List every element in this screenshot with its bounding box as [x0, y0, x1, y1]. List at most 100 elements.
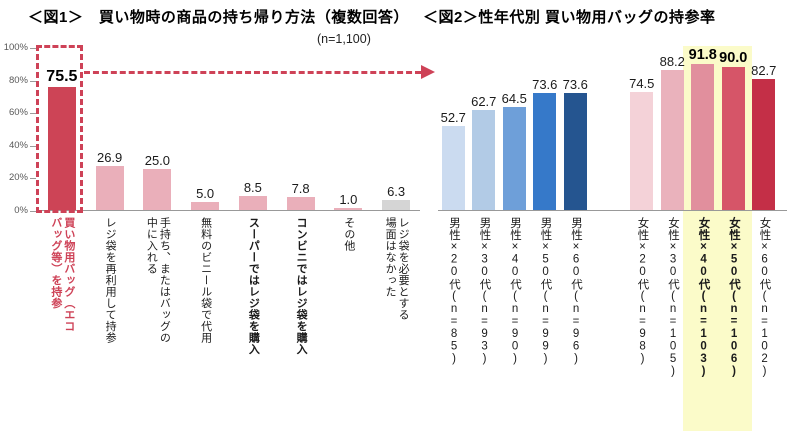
- category-label: 男性×40代(n=90): [509, 217, 522, 366]
- bar: [691, 64, 715, 210]
- category-label: レジ袋を必要とする 場面はなかった: [384, 217, 410, 321]
- bar: [563, 93, 587, 210]
- value-label: 90.0: [719, 49, 748, 66]
- bar-column: 8.5: [229, 180, 277, 210]
- category-label-column: 買い物用バッグ（エコ バッグ等）を持参: [38, 217, 86, 439]
- dashed-arrow-head-icon: [421, 65, 435, 79]
- bar-column: 88.2: [657, 54, 688, 210]
- bar-column: 90.0: [718, 50, 749, 210]
- value-label: 64.5: [501, 91, 527, 107]
- category-label-column: 男性×50代(n=99): [530, 217, 561, 439]
- category-label-column: レジ袋を必要とする 場面はなかった: [372, 217, 420, 439]
- value-label: 91.8: [688, 47, 717, 63]
- bar: [95, 166, 124, 210]
- dashed-arrow-line: [84, 71, 421, 74]
- figure1-bars: 75.5 26.9 25.0 5.0 8.5 7.8 1.0 6.3: [38, 47, 420, 211]
- category-label-column: 無料のビニール袋で代用: [181, 217, 229, 439]
- category-label: 男性×50代(n=99): [539, 217, 552, 366]
- bar: [533, 93, 557, 210]
- category-label: 女性×30代(n=105): [667, 217, 680, 378]
- category-label: 手持ち、またはバッグの 中に入れる: [145, 217, 171, 344]
- category-label-column: 女性×30代(n=105): [657, 217, 688, 439]
- category-label: コンビニではレジ袋を購入: [295, 217, 308, 355]
- value-label: 73.6: [532, 77, 558, 92]
- category-label-column: 女性×50代(n=106): [718, 217, 749, 439]
- category-label: 買い物用バッグ（エコ バッグ等）を持参: [49, 217, 75, 332]
- value-label: 1.0: [339, 192, 358, 208]
- y-axis-tick: 100%: [0, 42, 37, 53]
- value-label: 26.9: [96, 150, 123, 166]
- category-label-column: コンビニではレジ袋を購入: [277, 217, 325, 439]
- figure2-plot-area: 52.7 62.7 64.5 73.6 73.6 74.5 88.2 91.8 90.0 82.7…: [438, 47, 787, 439]
- bar: [238, 196, 267, 210]
- category-label: 女性×60代(n=102): [758, 217, 771, 378]
- bar-column: 52.7: [438, 110, 469, 210]
- category-label: 女性×40代(n=103): [697, 217, 710, 378]
- bar-column: 62.7: [469, 94, 500, 210]
- bar-column: 1.0: [325, 192, 373, 210]
- category-label-column: スーパーではレジ袋を購入: [229, 217, 277, 439]
- value-label: 82.7: [751, 62, 777, 78]
- value-label: 8.5: [243, 180, 262, 196]
- category-label-column: レジ袋を再利用して持参: [86, 217, 134, 439]
- y-axis-tick: 40%: [0, 140, 37, 151]
- bar-column: 82.7: [749, 62, 780, 210]
- value-label: 74.5: [629, 75, 655, 91]
- category-label: 男性×20代(n=85): [448, 217, 461, 366]
- bar: [502, 107, 526, 210]
- bar-column: 73.6: [530, 77, 561, 210]
- bar: [752, 78, 776, 210]
- category-label-column: 女性×20代(n=98): [627, 217, 658, 439]
- figure2-title: ＜図2＞性年代別 買い物用バッグの持参率: [423, 9, 716, 26]
- bar: [191, 201, 220, 210]
- value-label: 52.7: [440, 110, 466, 126]
- bar-column: 75.5: [38, 68, 86, 210]
- figure1-bar-chart: 100% 80% 60% 40% 20% 0% 75.5 26.9 25.0 5.0 8.5 7.8…: [0, 40, 425, 440]
- figure1-y-axis: 100% 80% 60% 40% 20% 0%: [0, 42, 37, 216]
- category-label: 女性×50代(n=106): [728, 217, 741, 378]
- figure1-title: ＜図1＞ 買い物時の商品の持ち帰り方法（複数回答）: [28, 9, 409, 26]
- bar-column: 5.0: [181, 186, 229, 210]
- red-dashed-highlight-box: [36, 45, 83, 213]
- figure2-bar-chart: 52.7 62.7 64.5 73.6 73.6 74.5 88.2 91.8 90.0 82.7…: [430, 40, 805, 440]
- y-axis-tick: 20%: [0, 172, 37, 183]
- figure1-sample-size: (n=1,100): [317, 32, 371, 46]
- bar-column: 73.6: [560, 77, 591, 210]
- figure2-bars: 52.7 62.7 64.5 73.6 73.6 74.5 88.2 91.8 90.0 82.7: [438, 47, 787, 211]
- category-label-column: 手持ち、またはバッグの 中に入れる: [134, 217, 182, 439]
- bar-column: 91.8: [688, 47, 719, 210]
- bar: [143, 169, 172, 210]
- value-label: 6.3: [387, 183, 406, 199]
- bar-column: 26.9: [86, 150, 134, 210]
- category-label-column: 男性×20代(n=85): [438, 217, 469, 439]
- bar: [630, 91, 654, 210]
- bar: [382, 199, 411, 210]
- value-label: 5.0: [196, 185, 215, 201]
- y-axis-tick: 80%: [0, 75, 37, 86]
- value-label: 73.6: [562, 77, 588, 92]
- category-label-column: 女性×40代(n=103): [688, 217, 719, 439]
- category-label: 男性×30代(n=93): [478, 217, 491, 366]
- figure1-plot-area: 75.5 26.9 25.0 5.0 8.5 7.8 1.0 6.3 買い物用バッグ（エコ バ…: [38, 47, 420, 439]
- category-label: 男性×60代(n=96): [570, 217, 583, 366]
- bar-column: 6.3: [372, 184, 420, 210]
- bar: [441, 126, 465, 210]
- figure1-category-labels: 買い物用バッグ（エコ バッグ等）を持参 レジ袋を再利用して持参 手持ち、またはバッグ…: [38, 217, 420, 439]
- figure2-category-labels: 男性×20代(n=85) 男性×30代(n=93) 男性×40代(n=90) 男性×5…: [438, 217, 787, 439]
- value-label: 25.0: [144, 153, 171, 169]
- value-label: 88.2: [659, 53, 685, 69]
- bar-column: 25.0: [134, 153, 182, 210]
- bar: [286, 197, 315, 210]
- y-axis-tick: 60%: [0, 107, 37, 118]
- category-label: 無料のビニール袋で代用: [199, 217, 212, 344]
- bar-column: 64.5: [499, 91, 530, 210]
- category-label-column: 女性×60代(n=102): [749, 217, 780, 439]
- category-label: 女性×20代(n=98): [636, 217, 649, 366]
- value-label: 62.7: [471, 94, 497, 110]
- bar-column: 74.5: [627, 75, 658, 210]
- bar-column: 7.8: [277, 181, 325, 210]
- bar: [334, 208, 363, 210]
- value-label: 75.5: [46, 67, 78, 85]
- bar: [660, 69, 684, 210]
